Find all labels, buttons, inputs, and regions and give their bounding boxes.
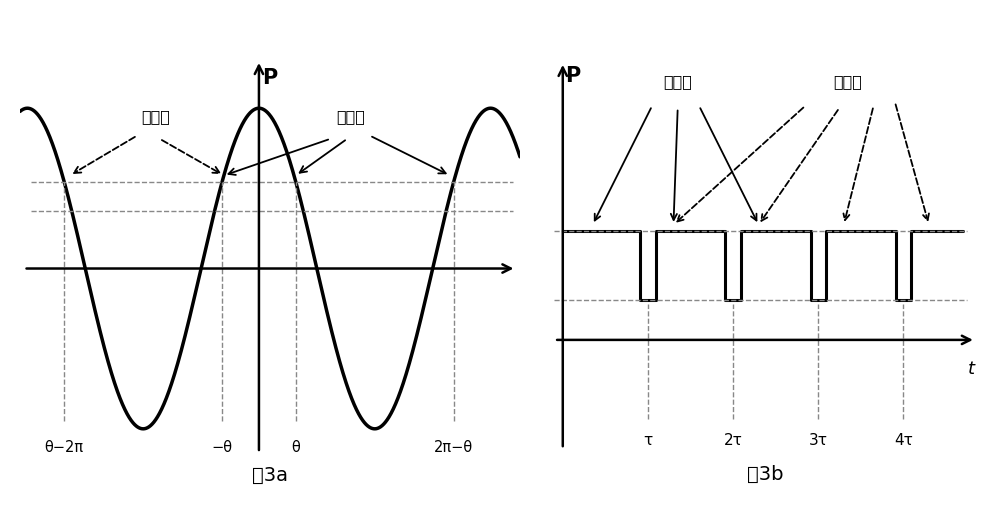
Text: 2π−θ: 2π−θ xyxy=(434,440,473,455)
Text: 4τ: 4τ xyxy=(894,433,913,448)
Text: 逆时针: 逆时针 xyxy=(141,109,170,123)
Text: 2τ: 2τ xyxy=(724,433,743,448)
Text: 图3a: 图3a xyxy=(252,466,288,485)
Text: 3τ: 3τ xyxy=(809,433,828,448)
Text: τ: τ xyxy=(643,433,653,448)
Text: −θ: −θ xyxy=(212,440,233,455)
Text: P: P xyxy=(565,66,581,86)
Text: 顺时针: 顺时针 xyxy=(663,75,692,90)
Text: t: t xyxy=(968,359,975,378)
Text: θ: θ xyxy=(291,440,300,455)
Text: θ−2π: θ−2π xyxy=(45,440,84,455)
Text: 逆时针: 逆时针 xyxy=(834,75,862,90)
Text: P: P xyxy=(262,68,278,88)
Text: 图3b: 图3b xyxy=(747,465,783,484)
Text: 顺时针: 顺时针 xyxy=(337,109,366,123)
